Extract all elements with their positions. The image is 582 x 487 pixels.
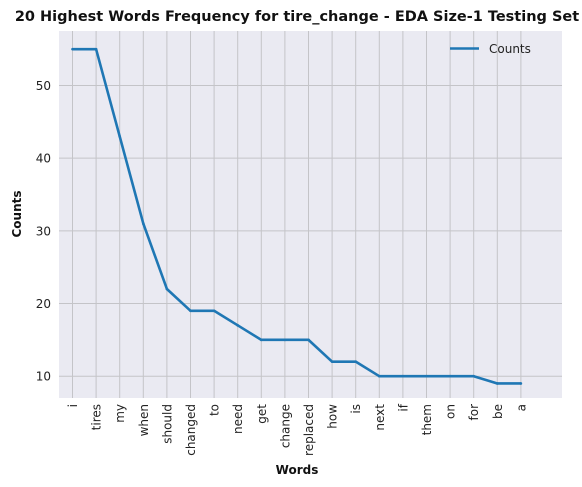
x-tick-label: should xyxy=(160,404,174,444)
x-tick-label: i xyxy=(66,404,80,407)
x-tick-label: be xyxy=(491,404,505,419)
data-point xyxy=(260,338,263,342)
x-tick-label: changed xyxy=(184,404,198,456)
data-point xyxy=(472,374,476,378)
data-point xyxy=(307,338,310,342)
data-point xyxy=(165,287,169,291)
data-point xyxy=(283,338,287,342)
x-tick-label: is xyxy=(349,404,363,414)
x-tick-label: if xyxy=(396,403,410,411)
legend-label: Counts xyxy=(489,42,531,56)
data-point xyxy=(71,47,74,51)
x-tick-label: to xyxy=(208,404,222,416)
data-point xyxy=(448,374,452,378)
x-tick-label: tires xyxy=(90,404,104,430)
x-tick-label: get xyxy=(255,404,269,424)
y-tick-label: 50 xyxy=(36,79,51,93)
x-tick-label: my xyxy=(113,404,127,423)
x-tick-label: need xyxy=(231,404,245,434)
y-tick-label: 40 xyxy=(36,152,51,166)
data-point xyxy=(142,222,145,225)
data-point xyxy=(212,309,216,313)
x-axis-label: Words xyxy=(276,463,319,477)
x-tick-label: change xyxy=(278,404,292,448)
data-point xyxy=(401,374,405,378)
series-layer xyxy=(71,47,523,385)
x-tick-label: how xyxy=(326,404,340,429)
data-point xyxy=(378,374,381,378)
y-axis-label: Counts xyxy=(10,190,24,237)
data-point xyxy=(330,360,334,363)
y-tick-label: 30 xyxy=(36,224,51,238)
data-point xyxy=(354,360,358,363)
data-point xyxy=(236,324,239,327)
data-point xyxy=(118,135,121,138)
legend: Counts xyxy=(450,42,531,56)
x-tick-label: them xyxy=(420,404,434,435)
grid xyxy=(59,31,562,398)
y-tick-label: 20 xyxy=(36,297,51,311)
y-tick-label: 10 xyxy=(36,370,51,384)
data-point xyxy=(94,47,98,51)
x-tick-label: on xyxy=(444,404,458,419)
x-tick-label: replaced xyxy=(302,404,316,456)
data-point xyxy=(425,374,428,378)
x-tick-label: next xyxy=(373,404,387,431)
chart-title: 20 Highest Words Frequency for tire_chan… xyxy=(15,9,579,25)
x-tick-label: when xyxy=(137,404,151,436)
x-tick-labels: i tires my when should changed to need get change… xyxy=(66,403,528,456)
data-point xyxy=(496,382,499,385)
data-point xyxy=(519,382,523,385)
x-tick-label: a xyxy=(514,404,528,411)
y-tick-labels: 10 20 30 40 50 xyxy=(36,79,51,384)
series-line xyxy=(72,47,521,385)
x-tick-label: for xyxy=(467,404,481,421)
data-point xyxy=(189,309,192,313)
